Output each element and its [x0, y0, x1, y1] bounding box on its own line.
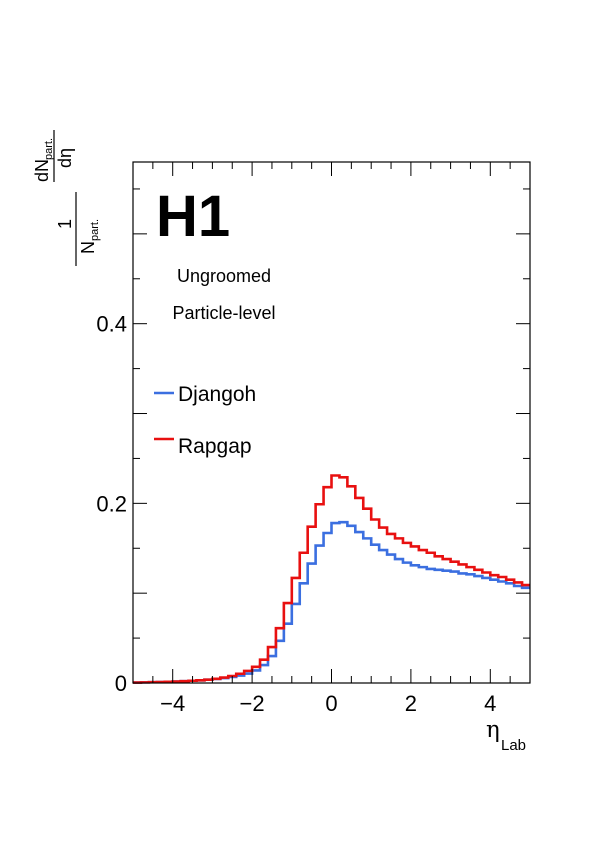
- y-title-dn-sub: part.: [43, 138, 55, 160]
- y-title-n: N: [78, 241, 98, 254]
- legend-label-djangoh: Djangoh: [178, 383, 256, 406]
- y-title-dn: dN: [32, 159, 52, 182]
- annotation-ungroomed: Ungroomed: [177, 266, 271, 286]
- x-tick-label: 2: [405, 691, 417, 716]
- tick-labels: −4 −2 0 2 4 0 0.2 0.4: [96, 312, 496, 716]
- legend-label-rapgap: Rapgap: [178, 435, 252, 458]
- y-tick-label: 0.4: [96, 312, 127, 337]
- h1-logo: H1: [156, 184, 230, 249]
- x-axis-title: η Lab: [486, 717, 526, 754]
- y-tick-label: 0: [115, 671, 127, 696]
- series-rapgap: [133, 474, 530, 684]
- x-tick-label: −2: [240, 691, 265, 716]
- axis-ticks: [132, 162, 531, 684]
- annotation-particle-level: Particle-level: [172, 303, 275, 323]
- series-layer: [133, 474, 530, 684]
- x-tick-label: −4: [160, 691, 185, 716]
- x-axis-symbol: η: [486, 717, 500, 743]
- y-title-n-sub: part.: [89, 219, 101, 241]
- x-axis-subscript: Lab: [501, 737, 526, 754]
- legend: Djangoh Rapgap: [154, 383, 256, 458]
- y-title-one: 1: [55, 219, 75, 229]
- y-axis-title: 1 N part. dN part. dη: [32, 130, 101, 266]
- y-tick-label: 0.2: [96, 491, 127, 516]
- y-title-deta: dη: [55, 148, 75, 168]
- series-djangoh: [133, 520, 530, 684]
- x-tick-label: 0: [325, 691, 337, 716]
- x-tick-label: 4: [484, 691, 496, 716]
